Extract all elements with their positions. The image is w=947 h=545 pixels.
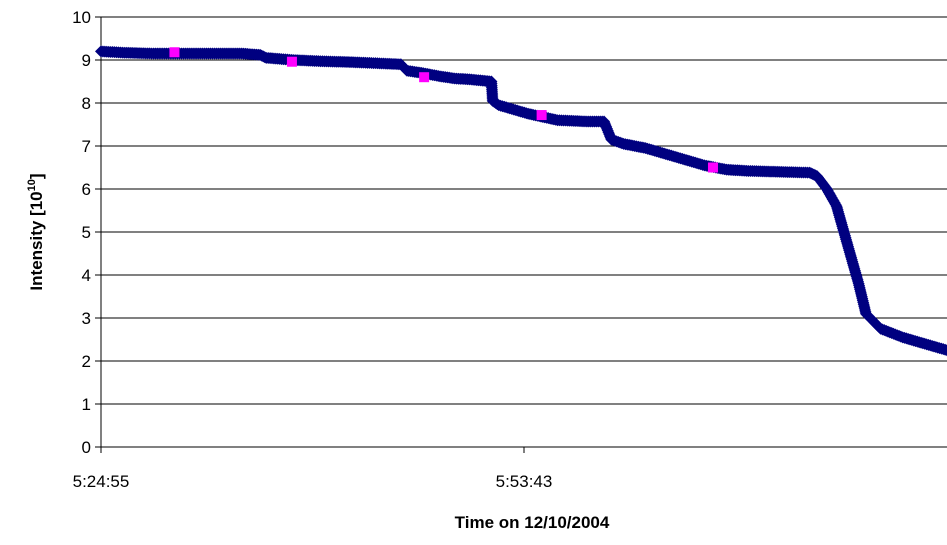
x-axis-title: Time on 12/10/2004: [455, 513, 610, 532]
data-point-marker: [941, 344, 947, 357]
y-tick-label: 7: [82, 137, 91, 156]
y-tick-label: 8: [82, 94, 91, 113]
x-tick-labels: 5:24:55 5:53:43: [73, 447, 553, 491]
y-tick-labels: 0 1 2 3 4 5 6 7 8 9 10: [72, 8, 101, 457]
highlight-point-marker: [286, 56, 297, 67]
x-tick-label: 5:53:43: [496, 472, 553, 491]
grid-lines: [101, 16, 947, 405]
y-tick-label: 6: [82, 180, 91, 199]
y-tick-label: 9: [82, 51, 91, 70]
x-tick-label: 5:24:55: [73, 472, 130, 491]
y-tick-label: 0: [82, 438, 91, 457]
highlight-point-marker: [419, 72, 430, 83]
y-tick-label: 3: [82, 309, 91, 328]
highlight-point-marker: [536, 110, 547, 121]
y-tick-label: 5: [82, 223, 91, 242]
y-tick-label: 10: [72, 8, 91, 27]
y-tick-label: 4: [82, 266, 91, 285]
y-tick-label: 2: [82, 352, 91, 371]
highlight-point-marker: [169, 47, 180, 58]
y-tick-label: 1: [82, 395, 91, 414]
highlight-point-marker: [707, 162, 718, 173]
y-axis-title: Intensity [1010]: [26, 173, 46, 290]
series-main: [95, 45, 947, 357]
series-highlight: [169, 47, 718, 173]
y-axis-title-main: Intensity [10: [27, 191, 46, 290]
y-axis-title-suffix: ]: [27, 173, 46, 179]
y-axis-title-exponent: 10: [26, 179, 38, 191]
